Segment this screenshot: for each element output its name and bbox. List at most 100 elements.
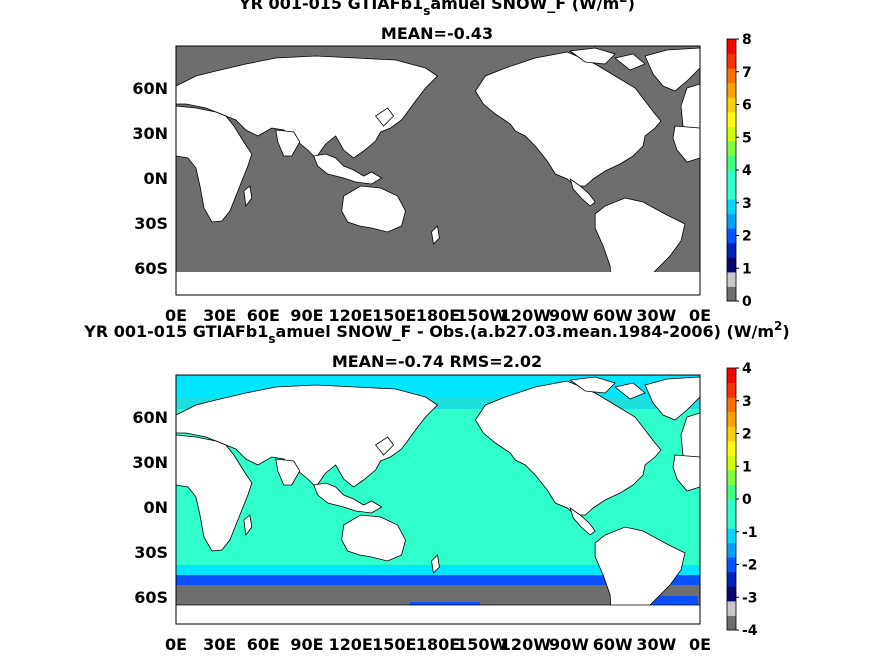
bottom-x-tick-label: 90E <box>290 635 323 654</box>
top-colorbar-segment <box>727 184 736 200</box>
top-colorbar-segment <box>727 39 736 55</box>
bottom-y-tick-label: 60N <box>132 408 168 427</box>
top-title-sub: s <box>423 4 430 18</box>
top-colorbar-segment <box>727 126 736 142</box>
bottom-south-band-cyan <box>176 565 700 575</box>
bottom-colorbar-label: -2 <box>742 558 758 574</box>
top-title-main: YR 001-015 GTIAFb1 <box>238 0 423 13</box>
top-colorbar-segment <box>727 82 736 98</box>
bottom-colorbar-segment <box>727 615 736 631</box>
bottom-colorbar-segment <box>727 571 736 587</box>
top-title-sup: 2 <box>619 0 627 5</box>
top-x-tick-label: 60W <box>593 306 633 325</box>
bottom-colorbar-segment <box>727 484 736 500</box>
top-colorbar-segment <box>727 213 736 229</box>
top-colorbar-label: 5 <box>742 130 752 146</box>
top-colorbar-segment <box>727 199 736 215</box>
top-colorbar-label: 8 <box>742 32 752 48</box>
bottom-x-tick-label: 150E <box>372 635 416 654</box>
top-x-tick-label: 30E <box>203 306 236 325</box>
top-colorbar-label: 3 <box>742 196 752 212</box>
top-colorbar-segment <box>727 111 736 127</box>
bottom-title: YR 001-015 GTIAFb1samuel SNOW_F - Obs.(a… <box>83 319 789 346</box>
bottom-colorbar-segment <box>727 382 736 398</box>
bottom-colorbar-label: 0 <box>742 492 752 508</box>
top-x-tick-label: 0E <box>689 306 711 325</box>
bottom-x-tick-label: 120E <box>329 635 373 654</box>
bottom-colorbar-label: 1 <box>742 459 752 475</box>
top-colorbar: 0 1 2 3 4 5 6 7 8 <box>726 32 752 310</box>
bottom-map <box>176 375 700 624</box>
top-map <box>176 46 700 295</box>
bottom-x-tick-label: 60W <box>593 635 633 654</box>
bottom-colorbar-label: 2 <box>742 427 752 443</box>
top-title-end: ) <box>628 0 635 13</box>
bottom-colorbar-label: -4 <box>742 623 758 639</box>
top-colorbar-segment <box>727 155 736 171</box>
bottom-title-sub: s <box>268 332 275 346</box>
bottom-x-tick-label: 30W <box>636 635 676 654</box>
bottom-subtitle: MEAN=-0.74 RMS=2.02 <box>332 352 542 371</box>
top-subtitle: MEAN=-0.43 <box>381 24 493 43</box>
top-colorbar-label: 6 <box>742 98 752 114</box>
bottom-x-tick-label: 180E <box>416 635 460 654</box>
top-y-tick-label: 60N <box>132 79 168 98</box>
bottom-title-end: ) <box>782 322 789 341</box>
bottom-title-rest: amuel SNOW_F - Obs.(a.b27.03.mean.1984-2… <box>276 322 774 341</box>
bottom-colorbar-segment <box>727 426 736 442</box>
top-y-tick-label: 60S <box>134 259 168 278</box>
bottom-colorbar-segment <box>727 397 736 413</box>
bottom-colorbar-label: 4 <box>742 361 752 377</box>
top-colorbar-segment <box>727 140 736 156</box>
top-y-tick-label: 30S <box>134 214 168 233</box>
bottom-colorbar-segment <box>727 440 736 456</box>
bottom-x-tick-label: 150W <box>456 635 507 654</box>
bottom-y-tick-label: 0N <box>143 498 168 517</box>
bottom-title-sup: 2 <box>774 319 782 333</box>
top-colorbar-segment <box>727 97 736 113</box>
top-colorbar-segment <box>727 257 736 273</box>
top-colorbar-segment <box>727 242 736 258</box>
bottom-colorbar-segment <box>727 368 736 384</box>
bottom-colorbar: 4 3 2 1 0 -1 -2 -3 -4 <box>726 361 758 639</box>
bottom-south-band-blue <box>176 575 700 585</box>
top-x-tick-label: 30W <box>636 306 676 325</box>
top-colorbar-segment <box>727 286 736 302</box>
top-colorbar-segment <box>727 271 736 287</box>
bottom-x-tick-label: 60E <box>247 635 280 654</box>
bottom-x-tick-label: 120W <box>500 635 551 654</box>
top-title: YR 001-015 GTIAFb1samuel SNOW_F (W/m2) <box>238 0 635 18</box>
top-x-tick-label: 0E <box>165 306 187 325</box>
bottom-y-ticks: 60N 30N 0N 30S 60S <box>132 408 168 607</box>
bottom-y-tick-label: 30N <box>132 453 168 472</box>
bottom-x-tick-label: 90W <box>549 635 589 654</box>
bottom-colorbar-label: 3 <box>742 394 752 410</box>
bottom-colorbar-segment <box>727 600 736 616</box>
top-colorbar-segment <box>727 170 736 186</box>
top-colorbar-segment <box>727 228 736 244</box>
bottom-colorbar-segment <box>727 586 736 602</box>
top-y-tick-label: 0N <box>143 169 168 188</box>
top-colorbar-segment <box>727 53 736 69</box>
bottom-colorbar-segment <box>727 499 736 515</box>
bottom-x-tick-label: 0E <box>689 635 711 654</box>
bottom-x-tick-label: 30E <box>203 635 236 654</box>
top-x-tick-label: 120W <box>500 306 551 325</box>
top-x-tick-label: 120E <box>329 306 373 325</box>
top-x-tick-label: 150W <box>456 306 507 325</box>
top-y-tick-label: 30N <box>132 124 168 143</box>
bottom-y-tick-label: 60S <box>134 588 168 607</box>
top-x-tick-label: 150E <box>372 306 416 325</box>
top-colorbar-label: 1 <box>742 261 752 277</box>
top-x-tick-label: 180E <box>416 306 460 325</box>
top-colorbar-label: 2 <box>742 229 752 245</box>
bottom-x-tick-label: 0E <box>165 635 187 654</box>
top-colorbar-label: 4 <box>742 163 752 179</box>
bottom-colorbar-segment <box>727 411 736 427</box>
top-colorbar-label: 7 <box>742 65 752 81</box>
bottom-panel: YR 001-015 GTIAFb1samuel SNOW_F - Obs.(a… <box>83 319 789 654</box>
bottom-colorbar-label: -3 <box>742 590 758 606</box>
